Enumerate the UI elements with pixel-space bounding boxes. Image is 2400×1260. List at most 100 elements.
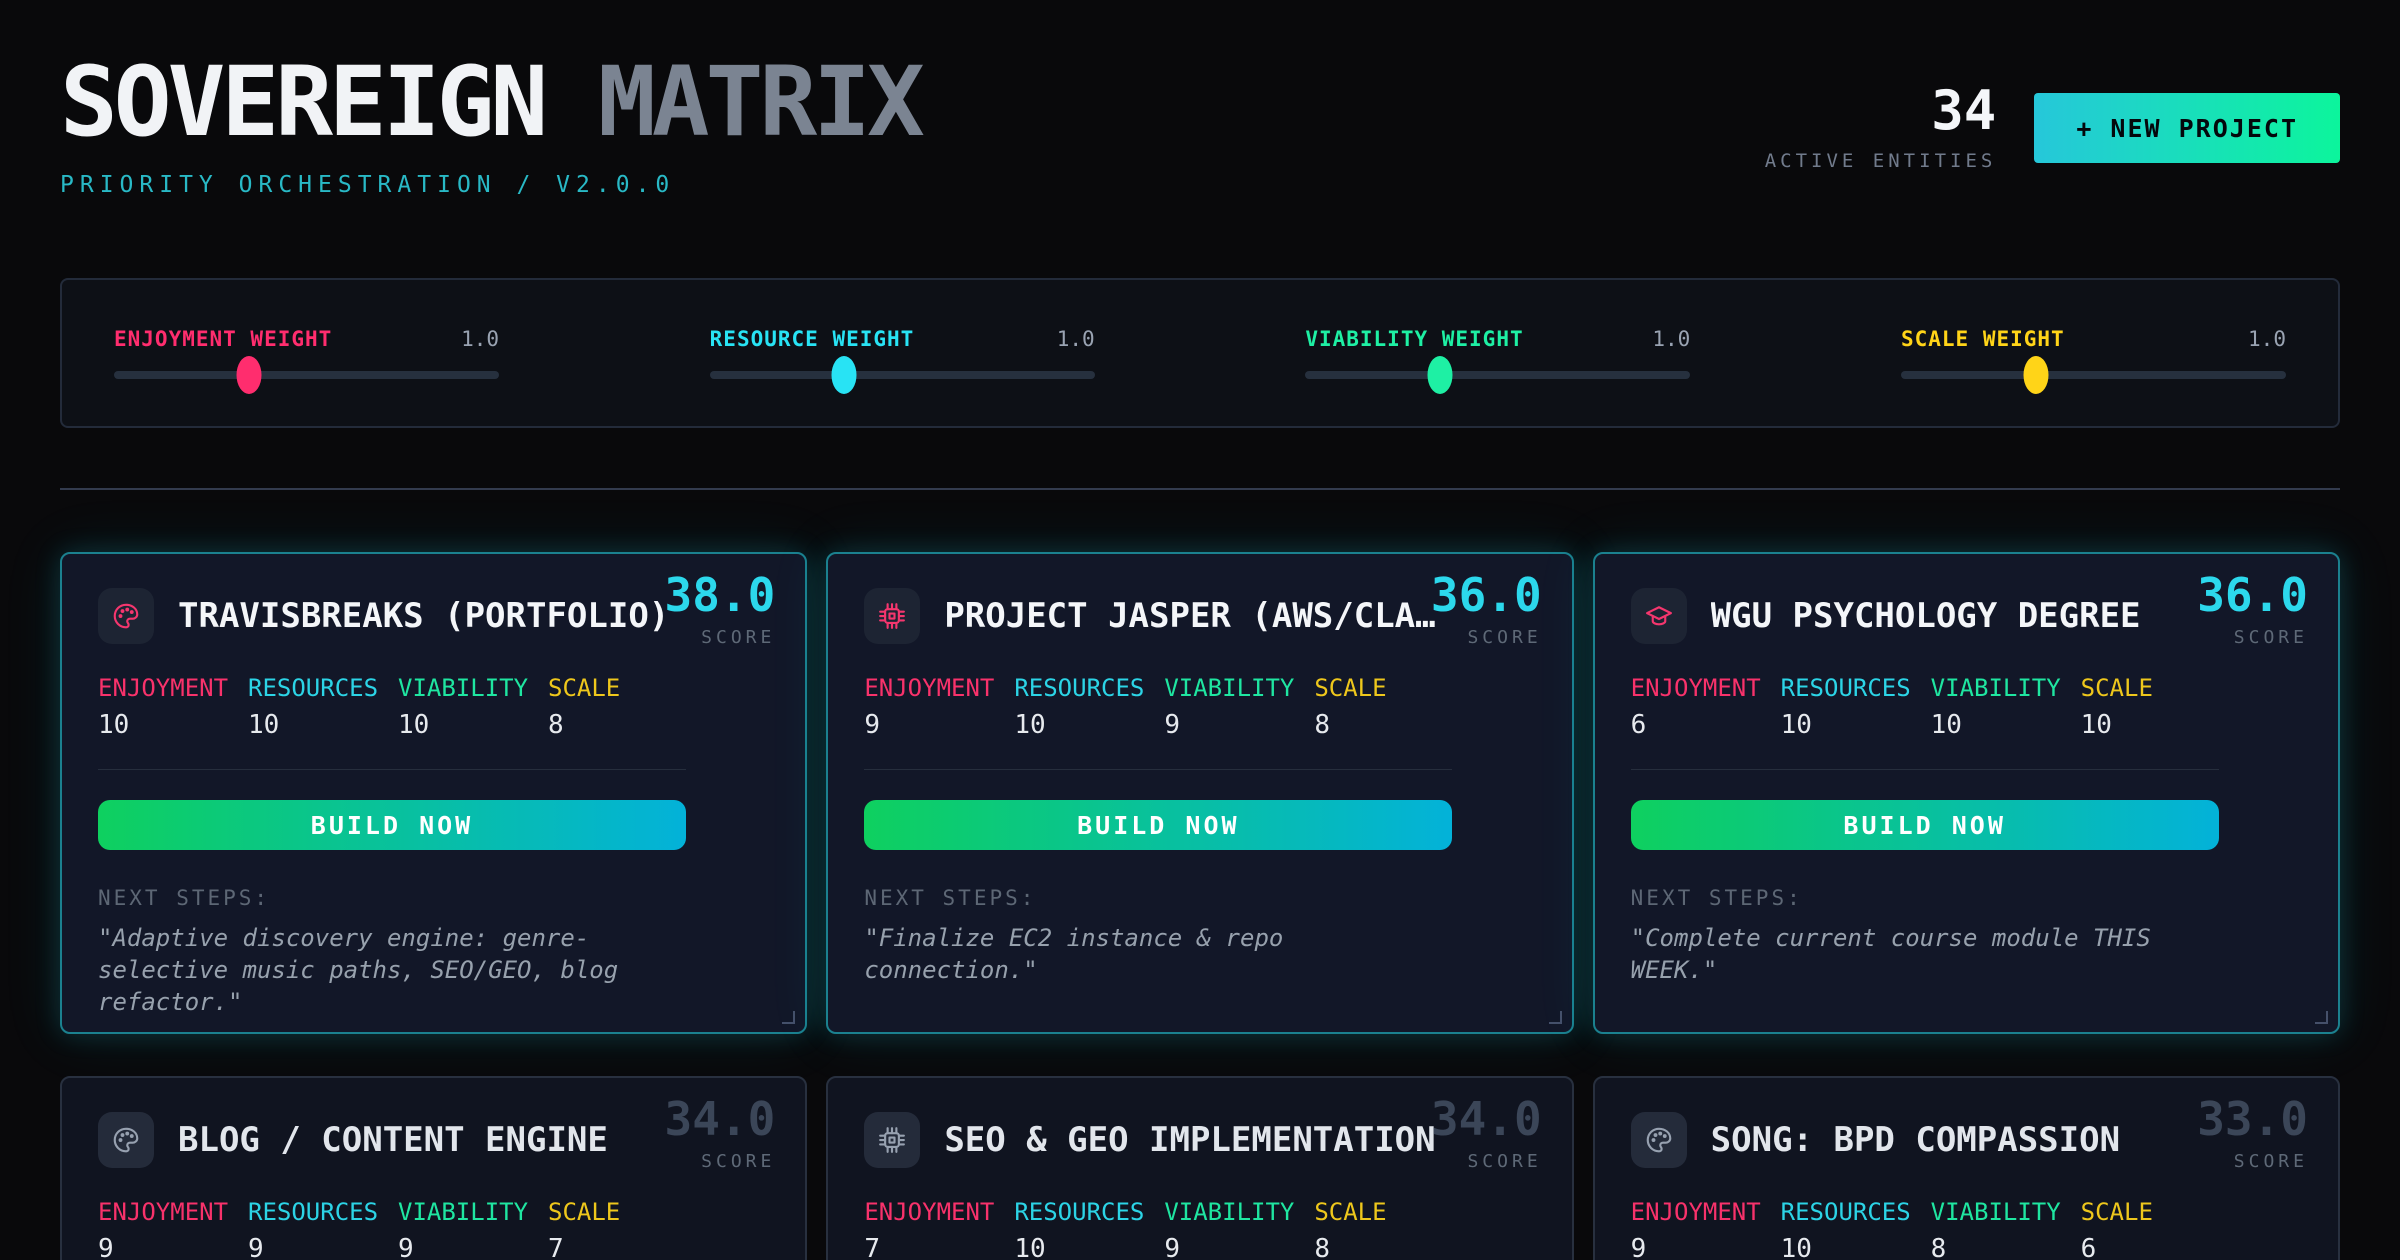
score-value: 38.0	[664, 568, 776, 623]
slider-thumb[interactable]	[831, 356, 857, 395]
stat-label: SCALE	[2080, 1198, 2153, 1227]
weight-value: 1.0	[461, 327, 499, 352]
stat-label: RESOURCES	[248, 674, 379, 703]
header-right: 34 ACTIVE ENTITIES + NEW PROJECT	[1765, 84, 2340, 172]
header: SOVEREIGN MATRIX PRIORITY ORCHESTRATION …	[60, 46, 2340, 198]
weights-panel: ENJOYMENT WEIGHT 1.0 RESOURCE WEIGHT 1.0…	[60, 278, 2340, 429]
project-card: 36.0 SCORE PROJECT JASPER (AWS/CLA… ENJO…	[826, 552, 1574, 1035]
stat-value: 9	[1164, 710, 1180, 741]
slider-thumb[interactable]	[2023, 356, 2049, 395]
weight-label: RESOURCE WEIGHT	[709, 327, 915, 352]
weight-slider-enjoyment: ENJOYMENT WEIGHT 1.0	[114, 327, 499, 395]
stat-label: VIABILITY	[1164, 1198, 1295, 1227]
stats-values: 9 10 9 8	[864, 710, 1452, 741]
stat-value: 9	[398, 1234, 414, 1260]
slider-thumb[interactable]	[1427, 356, 1453, 395]
project-card: 36.0 SCORE WGU PSYCHOLOGY DEGREE ENJOYME…	[1592, 552, 2340, 1035]
project-title: SEO & GEO IMPLEMENTATION	[944, 1120, 1436, 1161]
card-divider	[864, 769, 1453, 771]
stats-labels: ENJOYMENT RESOURCES VIABILITY SCALE	[1631, 1198, 2219, 1227]
weight-label: VIABILITY WEIGHT	[1305, 327, 1524, 352]
slider-thumb[interactable]	[236, 356, 262, 395]
project-card: 34.0 SCORE BLOG / CONTENT ENGINE ENJOYME…	[60, 1076, 808, 1260]
title-primary: SOVEREIGN	[60, 46, 548, 158]
stat-label: ENJOYMENT	[98, 674, 229, 703]
stat-value: 7	[548, 1234, 564, 1260]
next-steps-label: NEXT STEPS:	[1630, 886, 1803, 911]
palette-icon	[98, 1112, 154, 1169]
stat-label: VIABILITY	[398, 1198, 529, 1227]
build-now-button[interactable]: BUILD NOW	[98, 800, 686, 851]
stat-value: 7	[864, 1234, 880, 1260]
active-entities-label: ACTIVE ENTITIES	[1764, 150, 1997, 172]
stat-label: RESOURCES	[1780, 674, 1911, 703]
weight-value: 1.0	[2248, 327, 2286, 352]
next-steps-quote: "Finalize EC2 instance & repo connection…	[864, 924, 1284, 985]
card-divider	[98, 769, 686, 771]
stat-value: 10	[1014, 710, 1046, 741]
stat-label: ENJOYMENT	[98, 1198, 229, 1227]
stat-label: RESOURCES	[1014, 674, 1145, 703]
project-title: BLOG / CONTENT ENGINE	[178, 1120, 608, 1161]
stats-values: 9 9 9 7	[98, 1234, 686, 1260]
title-secondary: MATRIX	[597, 46, 925, 158]
score-label: SCORE	[1467, 626, 1542, 648]
project-card: 38.0 SCORE TRAVISBREAKS (PORTFOLIO) ENJO…	[60, 552, 808, 1035]
projects-grid: 38.0 SCORE TRAVISBREAKS (PORTFOLIO) ENJO…	[60, 552, 2340, 1260]
chip-icon	[864, 1112, 921, 1169]
chip-icon	[864, 588, 921, 645]
stat-value: 10	[2080, 710, 2112, 741]
stat-value: 9	[98, 1234, 114, 1260]
stats-labels: ENJOYMENT RESOURCES VIABILITY SCALE	[98, 1198, 686, 1227]
stat-value: 9	[1630, 1234, 1647, 1260]
project-card: 33.0 SCORE SONG: BPD COMPASSION ENJOYMEN…	[1592, 1076, 2340, 1260]
resize-corner-icon	[1548, 1011, 1562, 1025]
stats-labels: ENJOYMENT RESOURCES VIABILITY SCALE	[98, 674, 686, 703]
stats-labels: ENJOYMENT RESOURCES VIABILITY SCALE	[1631, 674, 2219, 703]
slider-track[interactable]	[709, 356, 1095, 395]
stats-values: 6 10 10 10	[1631, 710, 2219, 741]
resize-corner-icon	[2314, 1011, 2328, 1025]
slider-track[interactable]	[114, 356, 499, 395]
project-title: PROJECT JASPER (AWS/CLA…	[944, 596, 1436, 637]
stat-value: 10	[98, 710, 130, 741]
active-entities-count: 34	[1931, 79, 1997, 142]
stat-label: ENJOYMENT	[864, 674, 995, 703]
stat-value: 10	[398, 710, 430, 741]
stat-label: VIABILITY	[1164, 674, 1295, 703]
score-label: SCORE	[1467, 1150, 1542, 1172]
stat-label: SCALE	[2080, 674, 2153, 703]
slider-track[interactable]	[1900, 356, 2286, 395]
card-divider	[1630, 769, 2219, 771]
next-steps-quote: "Complete current course module THIS WEE…	[1630, 924, 2151, 985]
stat-label: SCALE	[1314, 674, 1387, 703]
stat-value: 9	[1164, 1234, 1180, 1260]
stats-values: 7 10 9 8	[864, 1234, 1452, 1260]
stat-label: VIABILITY	[1930, 674, 2061, 703]
stat-label: ENJOYMENT	[1630, 1198, 1761, 1227]
new-project-button[interactable]: + NEW PROJECT	[2034, 93, 2340, 163]
score-value: 33.0	[2197, 1092, 2308, 1147]
project-card: 34.0 SCORE SEO & GEO IMPLEMENTATION ENJO…	[826, 1076, 1574, 1260]
stat-value: 8	[1314, 1234, 1330, 1260]
project-title: TRAVISBREAKS (PORTFOLIO)	[178, 596, 670, 637]
project-title: SONG: BPD COMPASSION	[1710, 1120, 2121, 1161]
stat-label: VIABILITY	[1930, 1198, 2061, 1227]
stat-label: VIABILITY	[398, 674, 529, 703]
score-label: SCORE	[701, 1150, 776, 1172]
build-now-button[interactable]: BUILD NOW	[864, 800, 1453, 851]
weight-slider-viability: VIABILITY WEIGHT 1.0	[1305, 327, 1691, 395]
stat-label: RESOURCES	[1014, 1198, 1145, 1227]
weight-value: 1.0	[1056, 327, 1095, 352]
build-now-button[interactable]: BUILD NOW	[1630, 800, 2219, 851]
stat-value: 8	[548, 710, 564, 741]
score-box: 33.0 SCORE	[2197, 1094, 2308, 1172]
stat-label: RESOURCES	[248, 1198, 379, 1227]
score-box: 36.0 SCORE	[1431, 570, 1542, 648]
slider-track[interactable]	[1305, 356, 1691, 395]
score-box: 34.0 SCORE	[665, 1094, 776, 1172]
palette-icon	[1630, 1112, 1687, 1169]
next-steps-label: NEXT STEPS:	[98, 886, 271, 911]
next-steps-label: NEXT STEPS:	[864, 886, 1037, 911]
score-label: SCORE	[2233, 626, 2308, 648]
